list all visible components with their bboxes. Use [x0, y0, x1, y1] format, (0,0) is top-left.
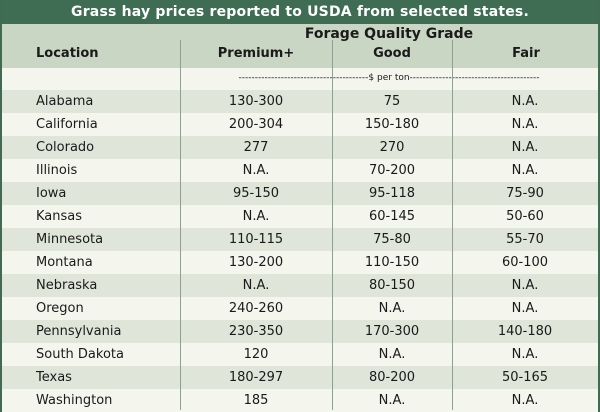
fair-cell: 50-165 [501, 370, 549, 385]
location-cell: Pennsylvania [36, 324, 122, 339]
column-divider [332, 40, 333, 410]
good-cell: N.A. [378, 393, 406, 408]
premium-column-header: Premium+ [217, 46, 295, 61]
location-cell: Washington [36, 393, 113, 408]
premium-cell: 180-297 [228, 370, 284, 385]
table-row: Minnesota 110-115 75-80 55-70 [2, 228, 598, 251]
table-row: Nebraska N.A. 80-150 N.A. [2, 274, 598, 297]
location-cell: South Dakota [36, 347, 124, 362]
fair-cell: 55-70 [506, 232, 544, 247]
premium-cell: N.A. [242, 278, 270, 293]
fair-cell: N.A. [511, 278, 539, 293]
fair-cell: 140-180 [497, 324, 553, 339]
premium-cell: N.A. [242, 209, 270, 224]
fair-cell: N.A. [511, 94, 539, 109]
good-cell: 80-200 [368, 370, 416, 385]
column-divider [452, 40, 453, 410]
good-cell: 70-200 [368, 163, 416, 178]
premium-cell: 185 [243, 393, 269, 408]
fair-column-header: Fair [512, 46, 540, 61]
table-title: Grass hay prices reported to USDA from s… [2, 0, 598, 24]
location-cell: Oregon [36, 301, 84, 316]
good-cell: 270 [379, 140, 405, 155]
location-cell: Kansas [36, 209, 83, 224]
location-cell: Colorado [36, 140, 95, 155]
table-row: California 200-304 150-180 N.A. [2, 113, 598, 136]
table-row: Alabama 130-300 75 N.A. [2, 90, 598, 113]
location-cell: Alabama [36, 94, 94, 109]
table-row: Kansas N.A. 60-145 50-60 [2, 205, 598, 228]
fair-cell: N.A. [511, 347, 539, 362]
good-cell: 80-150 [368, 278, 416, 293]
table-row: Colorado 277 270 N.A. [2, 136, 598, 159]
location-cell: Illinois [36, 163, 78, 178]
premium-cell: 130-300 [228, 94, 284, 109]
location-cell: Nebraska [36, 278, 98, 293]
table-row: Pennsylvania 230-350 170-300 140-180 [2, 320, 598, 343]
fair-cell: N.A. [511, 163, 539, 178]
good-cell: 95-118 [368, 186, 416, 201]
premium-cell: N.A. [242, 163, 270, 178]
table-row: Texas 180-297 80-200 50-165 [2, 366, 598, 389]
table-header: Forage Quality Grade Location Premium+ G… [2, 24, 598, 68]
fair-cell: N.A. [511, 140, 539, 155]
premium-cell: 95-150 [232, 186, 280, 201]
units-label: ----------------------------------------… [238, 73, 540, 83]
good-cell: 110-150 [364, 255, 420, 270]
good-cell: N.A. [378, 301, 406, 316]
table-row: South Dakota 120 N.A. N.A. [2, 343, 598, 366]
good-cell: 150-180 [364, 117, 420, 132]
premium-cell: 230-350 [228, 324, 284, 339]
table-row: Washington 185 N.A. N.A. [2, 389, 598, 412]
premium-cell: 120 [243, 347, 269, 362]
good-cell: 170-300 [364, 324, 420, 339]
good-cell: 75 [383, 94, 401, 109]
good-column-header: Good [373, 46, 411, 61]
fair-cell: N.A. [511, 117, 539, 132]
units-row: ----------------------------------------… [2, 68, 598, 90]
grade-group-header: Forage Quality Grade [304, 26, 474, 42]
fair-cell: N.A. [511, 301, 539, 316]
location-cell: California [36, 117, 98, 132]
column-divider [180, 40, 181, 410]
table-row: Iowa 95-150 95-118 75-90 [2, 182, 598, 205]
fair-cell: 75-90 [506, 186, 544, 201]
premium-cell: 130-200 [228, 255, 284, 270]
premium-cell: 110-115 [228, 232, 284, 247]
location-cell: Texas [36, 370, 72, 385]
premium-cell: 240-260 [228, 301, 284, 316]
location-column-header: Location [36, 46, 99, 61]
table-row: Illinois N.A. 70-200 N.A. [2, 159, 598, 182]
location-cell: Montana [36, 255, 93, 270]
fair-cell: 60-100 [501, 255, 549, 270]
premium-cell: 200-304 [228, 117, 284, 132]
location-cell: Iowa [36, 186, 67, 201]
good-cell: N.A. [378, 347, 406, 362]
fair-cell: 50-60 [506, 209, 544, 224]
premium-cell: 277 [243, 140, 269, 155]
fair-cell: N.A. [511, 393, 539, 408]
good-cell: 75-80 [373, 232, 411, 247]
table-body: Alabama 130-300 75 N.A. California 200-304 150… [2, 90, 598, 412]
location-cell: Minnesota [36, 232, 104, 247]
table-row: Oregon 240-260 N.A. N.A. [2, 297, 598, 320]
table-row: Montana 130-200 110-150 60-100 [2, 251, 598, 274]
good-cell: 60-145 [368, 209, 416, 224]
